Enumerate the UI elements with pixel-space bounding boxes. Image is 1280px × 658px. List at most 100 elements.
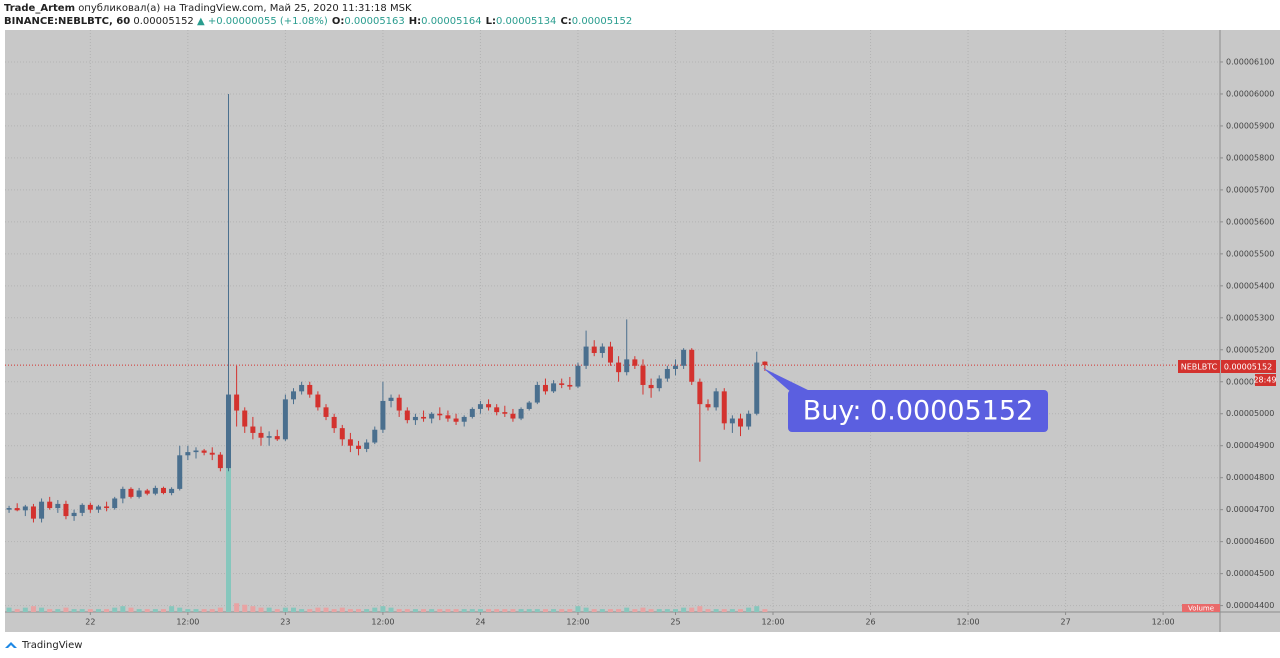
y-tick-label: 0.00005500	[1226, 249, 1274, 258]
volume-bar	[22, 607, 28, 612]
volume-bar	[339, 607, 345, 612]
y-tick-label: 0.00005700	[1226, 185, 1274, 194]
volume-bar	[71, 609, 77, 612]
candle-body	[6, 508, 12, 510]
last-price: 0.00005152	[133, 16, 193, 27]
candle-body	[664, 368, 670, 379]
labels: 0.00004400 0.00004500 0.00004600 0.00004700…	[85, 57, 1274, 626]
volume-bar	[14, 609, 20, 612]
volume-tag	[1182, 604, 1220, 612]
candle-body	[542, 384, 548, 392]
volume-bar	[607, 609, 613, 612]
candle-body	[729, 418, 735, 424]
volume-bar	[461, 609, 467, 612]
volume-bar	[502, 609, 508, 612]
x-tick-label: 25	[670, 618, 680, 627]
volume-bar	[518, 609, 524, 612]
volume-bar	[738, 609, 744, 612]
volume-bar	[331, 609, 337, 612]
candle-body	[104, 506, 110, 509]
candle-body	[71, 512, 77, 517]
candle-body	[152, 487, 158, 494]
volume-bar	[575, 606, 581, 612]
volume-bar	[542, 609, 548, 612]
volume-bar	[510, 609, 516, 612]
candle-body	[445, 415, 451, 419]
volume-bar	[242, 604, 248, 612]
candle-body	[713, 391, 719, 408]
candle-body	[453, 418, 459, 422]
candle-body	[648, 384, 654, 389]
volume-bar	[185, 609, 191, 612]
candle-body	[63, 503, 69, 517]
volume-bar	[136, 609, 142, 612]
candle-body	[616, 362, 622, 373]
volume-bar	[713, 609, 719, 612]
volume-bar	[648, 609, 654, 612]
volume-bar	[559, 609, 565, 612]
candle-body	[47, 501, 53, 509]
candle-body	[656, 378, 662, 389]
volume-bar	[95, 609, 101, 612]
y-tick-label: 0.00005300	[1226, 313, 1274, 322]
candle-body	[583, 346, 589, 366]
candle-body	[217, 454, 223, 469]
x-tick-label: 24	[475, 618, 485, 627]
volume-bar	[30, 606, 36, 612]
volume-bar	[754, 606, 760, 612]
y-tick-label: 0.00006100	[1226, 57, 1274, 66]
candle-body	[307, 384, 313, 395]
candle-body	[607, 346, 613, 363]
volume-bar	[169, 606, 175, 612]
y-tick-label: 0.00004800	[1226, 473, 1274, 482]
candle-body	[323, 407, 329, 417]
volume-bar	[87, 609, 93, 612]
volume-label: Volume	[1188, 605, 1214, 613]
volume-bar	[47, 609, 53, 612]
candle-body	[258, 432, 264, 438]
candle-body	[689, 349, 695, 382]
candle-body	[372, 429, 378, 443]
change: ▲ +0.00000055 (+1.08%)	[197, 16, 328, 27]
candle-body	[754, 362, 760, 414]
candle-body	[291, 391, 297, 400]
volume-bar	[664, 609, 670, 612]
candle-body	[510, 413, 516, 419]
candle-body	[681, 349, 687, 366]
volume-bar	[364, 609, 370, 612]
candle-body	[87, 504, 93, 510]
volume-bar	[689, 607, 695, 612]
candle-body	[112, 498, 118, 509]
candles	[6, 93, 768, 523]
volume-bar	[128, 607, 134, 612]
candle-body	[193, 450, 199, 453]
candle-body	[30, 506, 36, 519]
volume-bar	[6, 607, 12, 612]
candle-body	[429, 413, 435, 419]
brand: TradingView	[21, 640, 82, 651]
candle-body	[160, 487, 166, 494]
candle-body	[282, 399, 288, 440]
volume-bar	[583, 607, 589, 612]
candle-body	[396, 397, 402, 411]
volume-bar	[469, 609, 475, 612]
candle-body	[486, 404, 492, 408]
candle-body	[177, 455, 183, 489]
x-tick-label: 12:00	[957, 618, 980, 627]
volume	[6, 466, 768, 612]
candle-body	[242, 410, 248, 427]
x-tick-label: 27	[1060, 618, 1070, 627]
volume-bar	[526, 609, 532, 612]
volume-bar	[453, 609, 459, 612]
volume-bar	[63, 607, 69, 612]
volume-bar	[396, 609, 402, 612]
y-tick-label: 0.00004600	[1226, 537, 1274, 546]
x-tick-label: 12:00	[1152, 618, 1175, 627]
volume-bar	[616, 609, 622, 612]
candle-body	[169, 488, 175, 494]
volume-bar	[721, 609, 727, 612]
candle-body	[526, 402, 532, 409]
candle-body	[22, 506, 28, 511]
volume-bar	[299, 609, 305, 612]
y-tick-label: 0.00006000	[1226, 89, 1274, 98]
